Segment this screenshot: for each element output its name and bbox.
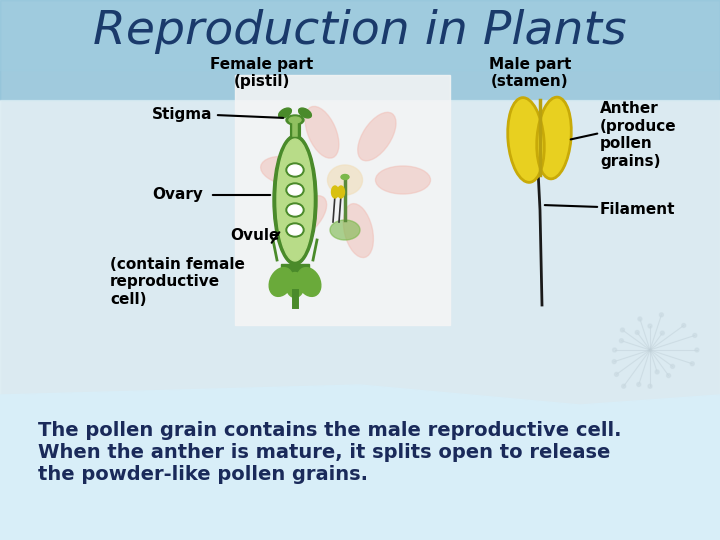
Ellipse shape bbox=[299, 108, 311, 118]
Ellipse shape bbox=[343, 204, 374, 258]
Ellipse shape bbox=[508, 98, 544, 183]
Ellipse shape bbox=[629, 361, 634, 366]
Ellipse shape bbox=[665, 325, 669, 329]
Text: Female part
(pistil): Female part (pistil) bbox=[210, 57, 314, 89]
Ellipse shape bbox=[330, 220, 360, 240]
Ellipse shape bbox=[288, 185, 302, 195]
Ellipse shape bbox=[289, 117, 301, 123]
Ellipse shape bbox=[629, 342, 632, 346]
Text: (contain female
reproductive
cell): (contain female reproductive cell) bbox=[110, 257, 245, 307]
Ellipse shape bbox=[331, 186, 338, 198]
Ellipse shape bbox=[637, 381, 641, 386]
Ellipse shape bbox=[286, 115, 304, 125]
Bar bbox=[281, 264, 309, 272]
Bar bbox=[0, 0, 720, 70]
Ellipse shape bbox=[376, 166, 431, 194]
Text: When the anther is mature, it splits open to release: When the anther is mature, it splits ope… bbox=[38, 442, 611, 462]
Ellipse shape bbox=[648, 305, 652, 309]
Text: Ovule: Ovule bbox=[230, 228, 279, 243]
Ellipse shape bbox=[536, 97, 571, 179]
Ellipse shape bbox=[604, 362, 608, 366]
Bar bbox=[235, 75, 450, 325]
Ellipse shape bbox=[662, 307, 665, 310]
Bar bbox=[0, 100, 720, 410]
Ellipse shape bbox=[668, 376, 672, 380]
Ellipse shape bbox=[675, 328, 679, 332]
Text: The pollen grain contains the male reproductive cell.: The pollen grain contains the male repro… bbox=[38, 421, 621, 440]
Ellipse shape bbox=[286, 223, 304, 237]
Ellipse shape bbox=[689, 335, 693, 339]
Text: Filament: Filament bbox=[600, 202, 675, 218]
Polygon shape bbox=[0, 0, 720, 100]
Text: Male part
(stamen): Male part (stamen) bbox=[489, 57, 571, 89]
Ellipse shape bbox=[286, 203, 304, 217]
Ellipse shape bbox=[358, 112, 396, 161]
Ellipse shape bbox=[277, 139, 313, 261]
Ellipse shape bbox=[648, 374, 652, 378]
Ellipse shape bbox=[328, 165, 362, 195]
Ellipse shape bbox=[261, 157, 315, 186]
Ellipse shape bbox=[284, 195, 327, 240]
Ellipse shape bbox=[613, 322, 616, 326]
Ellipse shape bbox=[658, 379, 662, 383]
Polygon shape bbox=[0, 385, 720, 540]
Ellipse shape bbox=[341, 174, 349, 179]
Ellipse shape bbox=[288, 225, 302, 235]
Text: the powder-like pollen grains.: the powder-like pollen grains. bbox=[38, 464, 368, 483]
Ellipse shape bbox=[626, 318, 630, 322]
Ellipse shape bbox=[286, 273, 304, 298]
Ellipse shape bbox=[606, 348, 611, 352]
Ellipse shape bbox=[633, 301, 636, 305]
Ellipse shape bbox=[680, 348, 685, 352]
Ellipse shape bbox=[675, 357, 680, 361]
Ellipse shape bbox=[305, 106, 339, 158]
Ellipse shape bbox=[273, 135, 317, 265]
Text: Stigma: Stigma bbox=[152, 107, 212, 123]
Ellipse shape bbox=[286, 163, 304, 177]
Ellipse shape bbox=[338, 186, 344, 198]
Text: Anther
(produce
pollen
grains): Anther (produce pollen grains) bbox=[600, 102, 677, 168]
Ellipse shape bbox=[286, 183, 304, 197]
Ellipse shape bbox=[297, 268, 321, 296]
Ellipse shape bbox=[279, 108, 292, 118]
Ellipse shape bbox=[623, 382, 627, 386]
Ellipse shape bbox=[672, 366, 676, 370]
Ellipse shape bbox=[288, 165, 302, 175]
Ellipse shape bbox=[269, 268, 293, 296]
Text: Reproduction in Plants: Reproduction in Plants bbox=[93, 10, 627, 55]
Text: Ovary: Ovary bbox=[152, 187, 203, 202]
Ellipse shape bbox=[288, 205, 302, 215]
